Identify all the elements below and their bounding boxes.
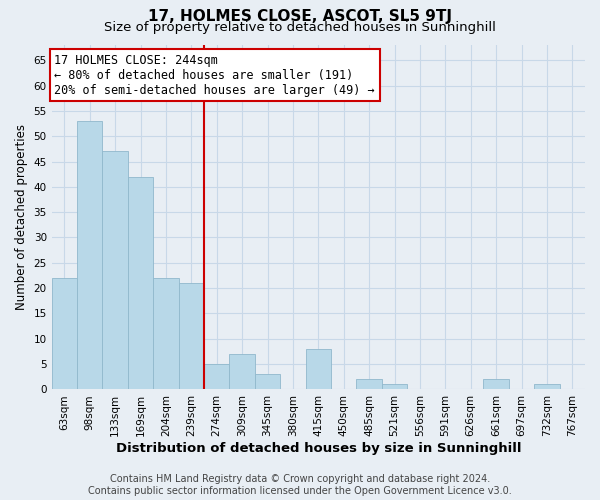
Bar [103, 152, 128, 390]
Text: Size of property relative to detached houses in Sunninghill: Size of property relative to detached ho… [104, 21, 496, 34]
Bar [204, 364, 229, 390]
Y-axis label: Number of detached properties: Number of detached properties [15, 124, 28, 310]
Bar [128, 176, 153, 390]
Bar [179, 283, 204, 390]
Text: Contains HM Land Registry data © Crown copyright and database right 2024.
Contai: Contains HM Land Registry data © Crown c… [88, 474, 512, 496]
Bar [382, 384, 407, 390]
X-axis label: Distribution of detached houses by size in Sunninghill: Distribution of detached houses by size … [116, 442, 521, 455]
Bar [52, 278, 77, 390]
Text: 17 HOLMES CLOSE: 244sqm
← 80% of detached houses are smaller (191)
20% of semi-d: 17 HOLMES CLOSE: 244sqm ← 80% of detache… [55, 54, 375, 96]
Bar [356, 380, 382, 390]
Bar [534, 384, 560, 390]
Bar [153, 278, 179, 390]
Bar [77, 121, 103, 390]
Bar [484, 380, 509, 390]
Bar [305, 349, 331, 390]
Bar [229, 354, 255, 390]
Text: 17, HOLMES CLOSE, ASCOT, SL5 9TJ: 17, HOLMES CLOSE, ASCOT, SL5 9TJ [148, 9, 452, 24]
Bar [255, 374, 280, 390]
